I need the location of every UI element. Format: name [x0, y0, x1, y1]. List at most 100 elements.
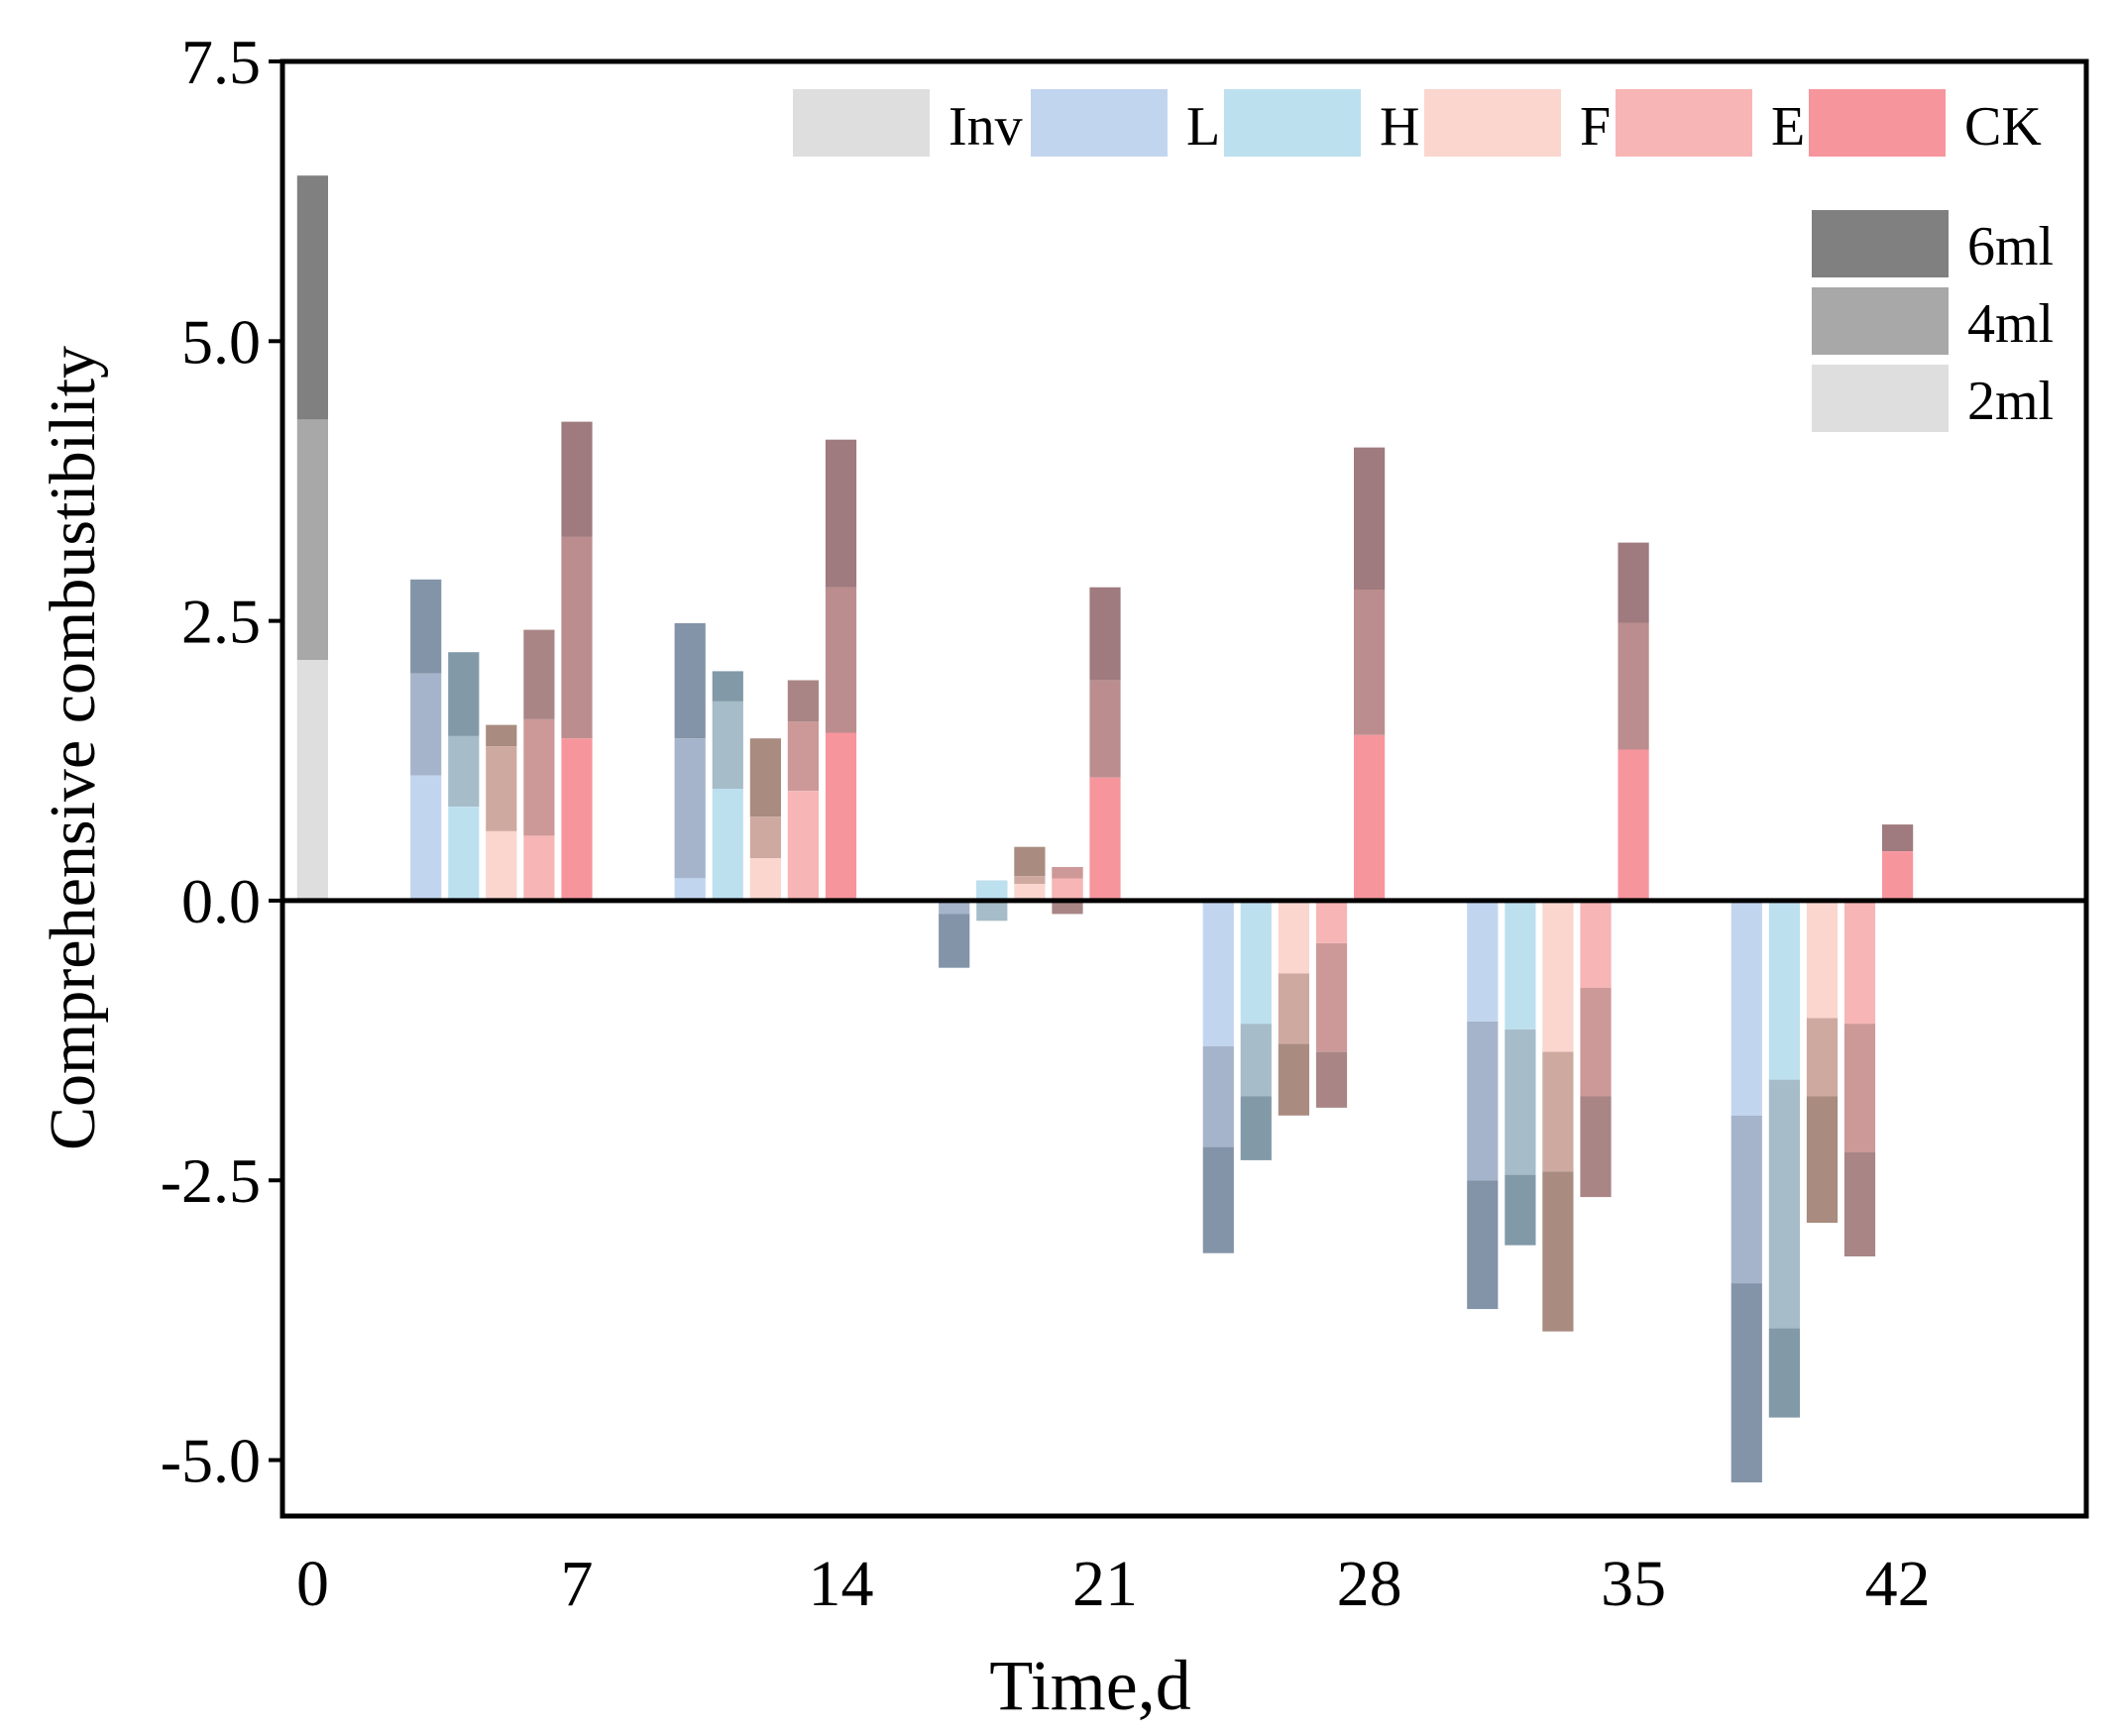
legend-label-inv: Inv [948, 96, 1023, 158]
bar-f-day28-2ml [1278, 900, 1309, 974]
bar-f-day14-6ml [749, 738, 781, 817]
y-tick-label: -2.5 [161, 1145, 261, 1216]
bar-f-day42-4ml [1806, 1018, 1839, 1097]
bar-l-day7-2ml [410, 775, 442, 901]
bar-f-day7-4ml [486, 746, 517, 831]
y-tick-label: 0.0 [181, 866, 261, 936]
bar-ck-day35-4ml [1617, 622, 1649, 750]
y-tick-label: 2.5 [181, 587, 261, 657]
bar-h-day7-2ml [448, 807, 480, 901]
bar-h-day42-6ml [1768, 1328, 1800, 1418]
bar-h-day14-2ml [712, 789, 743, 901]
legend-label-f: F [1580, 96, 1611, 158]
bar-l-day42-4ml [1730, 1115, 1762, 1284]
bar-f-day42-6ml [1806, 1096, 1839, 1224]
bar-e-day21-2ml [1052, 878, 1083, 901]
legend-label-e: E [1771, 96, 1805, 158]
bar-l-day7-6ml [410, 579, 442, 674]
bar-l-day28-6ml [1202, 1146, 1234, 1253]
y-tick-label: 5.0 [181, 306, 261, 377]
bar-ck-day7-2ml [561, 738, 593, 901]
bar-l-day14-4ml [674, 738, 706, 879]
bar-ck-day42-2ml [1882, 851, 1914, 901]
bar-l-day7-4ml [410, 673, 442, 776]
bar-h-day42-4ml [1768, 1079, 1800, 1329]
plot-frame-layer [279, 58, 2089, 1519]
legend-label-ck: CK [1964, 96, 2042, 158]
bar-h-day35-4ml [1505, 1029, 1536, 1175]
legend-label-h: H [1380, 96, 1419, 158]
legend-label-2ml: 2ml [1967, 371, 2054, 432]
bar-f-day28-4ml [1278, 973, 1309, 1044]
bar-l-day35-2ml [1467, 900, 1499, 1022]
bar-f-day35-4ml [1542, 1051, 1574, 1172]
bar-e-day7-4ml [523, 719, 555, 836]
bar-ck-day21-4ml [1089, 680, 1121, 778]
bar-h-day35-2ml [1505, 900, 1536, 1030]
bar-f-day28-6ml [1278, 1043, 1309, 1116]
bar-h-day35-6ml [1505, 1174, 1536, 1246]
bar-f-day14-2ml [749, 858, 781, 901]
bar-f-day42-2ml [1806, 900, 1839, 1019]
bar-e-day7-2ml [523, 835, 555, 901]
x-tick-label: 35 [1601, 1548, 1666, 1620]
bar-h-day21-2ml [976, 880, 1008, 901]
bar-ck-day14-4ml [825, 587, 857, 733]
x-tick-label: 42 [1865, 1548, 1931, 1620]
legend-swatch-2ml [1812, 365, 1949, 432]
bar-l-day42-6ml [1730, 1283, 1762, 1483]
bar-ck-day14-6ml [825, 439, 857, 588]
bar-f-day35-2ml [1542, 900, 1574, 1052]
legend-label-l: L [1186, 96, 1220, 158]
bar-l-day42-2ml [1730, 900, 1762, 1116]
bar-e-day42-6ml [1843, 1152, 1876, 1256]
y-tick-label: 7.5 [181, 27, 261, 97]
bar-ck-day35-6ml [1617, 542, 1649, 623]
bar-f-day7-6ml [486, 724, 517, 747]
y-axis-ticks: 7.5 5.0 2.5 0.0 -2.5 -5.0 [161, 27, 282, 1496]
legend-swatch-h [1224, 89, 1361, 157]
bar-e-day42-2ml [1843, 900, 1876, 1025]
bar-ck-day21-2ml [1089, 777, 1121, 901]
bars-layer [296, 175, 1914, 1483]
bar-inv-day0-4ml [296, 419, 328, 661]
bar-f-day35-6ml [1542, 1171, 1574, 1332]
bar-ck-day7-6ml [561, 421, 593, 537]
bar-l-day35-6ml [1467, 1180, 1499, 1310]
bar-inv-day0-6ml [296, 175, 328, 420]
bar-h-day42-2ml [1768, 900, 1800, 1080]
bar-l-day21-4ml [939, 900, 970, 915]
bar-h-day28-2ml [1240, 900, 1272, 1025]
legend-label-6ml: 6ml [1967, 216, 2054, 277]
bar-l-day35-4ml [1467, 1021, 1499, 1181]
bar-ck-day7-4ml [561, 536, 593, 739]
bar-e-day42-4ml [1843, 1024, 1876, 1152]
bar-e-day14-2ml [787, 791, 819, 901]
bar-f-day7-2ml [486, 830, 517, 901]
bar-f-day21-6ml [1014, 846, 1046, 877]
bar-e-day28-4ml [1315, 942, 1348, 1052]
bar-h-day28-6ml [1240, 1096, 1272, 1160]
bar-h-day28-4ml [1240, 1024, 1272, 1097]
bar-ck-day35-2ml [1617, 749, 1649, 901]
bar-e-day21-4ml [1052, 867, 1083, 879]
plot-frame [279, 58, 2089, 1519]
x-tick-label: 0 [296, 1548, 329, 1620]
bar-inv-day0-2ml [296, 660, 328, 901]
bar-l-day28-4ml [1202, 1045, 1234, 1147]
bar-e-day14-6ml [787, 680, 819, 722]
bar-e-day35-6ml [1580, 1096, 1612, 1198]
legend-swatch-e [1616, 89, 1752, 157]
legend-swatch-6ml [1812, 210, 1949, 277]
legend-swatch-ck [1809, 89, 1946, 157]
bar-l-day28-2ml [1202, 900, 1234, 1046]
bar-ck-day28-6ml [1354, 447, 1386, 590]
bar-ck-day21-6ml [1089, 587, 1121, 681]
bar-e-day35-2ml [1580, 900, 1612, 988]
bar-h-day7-6ml [448, 652, 480, 736]
x-tick-label: 14 [809, 1548, 874, 1620]
legend-swatch-inv [793, 89, 930, 157]
y-tick-label: -5.0 [161, 1426, 261, 1496]
legend-swatch-l [1031, 89, 1168, 157]
